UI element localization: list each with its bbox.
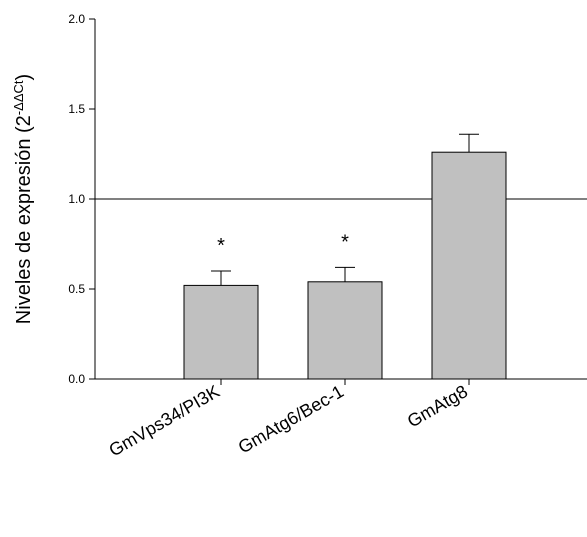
y-tick-label: 0.5 <box>68 282 85 296</box>
y-tick-label: 1.5 <box>68 102 85 116</box>
bar <box>307 281 383 380</box>
significance-marker: * <box>341 231 349 253</box>
y-tick-label: 1.0 <box>68 192 85 206</box>
x-tick-label: GmVps34/PI3K <box>106 381 223 460</box>
bar <box>431 151 507 380</box>
y-tick-label: 2.0 <box>68 12 85 26</box>
significance-marker: * <box>217 235 225 257</box>
x-tick-label: GmAtg6/Bec-1 <box>235 381 347 457</box>
x-tick-label: GmAtg8 <box>404 381 471 431</box>
bar <box>183 284 259 380</box>
y-axis-label: Niveles de expresión (2-ΔΔCt) <box>11 74 36 324</box>
y-tick-label: 0.0 <box>68 372 85 386</box>
